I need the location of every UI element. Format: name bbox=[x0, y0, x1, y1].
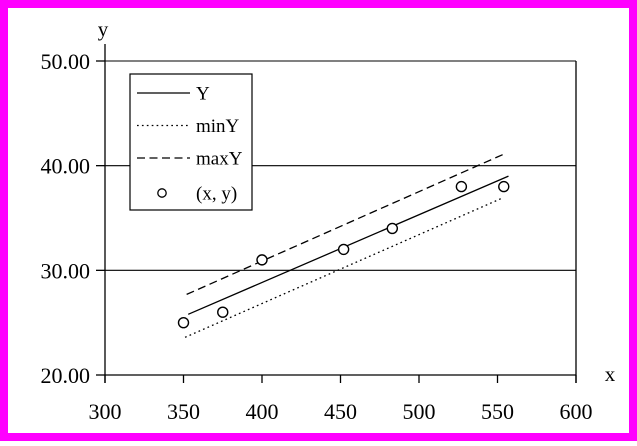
x-tick-label: 350 bbox=[167, 399, 200, 424]
legend-label: (x, y) bbox=[196, 184, 237, 205]
x-tick-label: 550 bbox=[481, 399, 514, 424]
legend-label: Y bbox=[196, 84, 210, 105]
data-point-marker bbox=[386, 222, 399, 235]
x-tick-label: 400 bbox=[246, 399, 279, 424]
data-point-marker bbox=[256, 254, 268, 266]
legend-circle-marker-icon bbox=[157, 188, 167, 198]
x-tick-label: 300 bbox=[89, 399, 122, 424]
window-background bbox=[8, 8, 629, 433]
data-point-marker bbox=[455, 180, 468, 193]
data-point-marker bbox=[177, 316, 190, 329]
data-point-marker bbox=[498, 180, 510, 193]
x-tick-label: 600 bbox=[560, 399, 593, 424]
y-tick-label: 40.00 bbox=[41, 154, 91, 179]
y-tick-label: 50.00 bbox=[41, 49, 91, 74]
y-axis-title: y bbox=[98, 17, 109, 41]
series-line-Y bbox=[187, 175, 509, 315]
data-point-marker bbox=[337, 243, 350, 256]
x-tick-label: 500 bbox=[403, 399, 436, 424]
legend-box bbox=[129, 73, 253, 211]
series-line-minY bbox=[184, 197, 503, 338]
legend-label: minY bbox=[196, 116, 240, 137]
series-line-maxY bbox=[186, 153, 505, 296]
x-axis-title: x bbox=[605, 362, 616, 386]
y-tick-label: 20.00 bbox=[41, 363, 91, 388]
y-tick-label: 30.00 bbox=[41, 258, 91, 283]
data-point-marker bbox=[217, 306, 229, 318]
x-tick-label: 450 bbox=[324, 399, 357, 424]
legend-label: maxY bbox=[196, 149, 243, 170]
